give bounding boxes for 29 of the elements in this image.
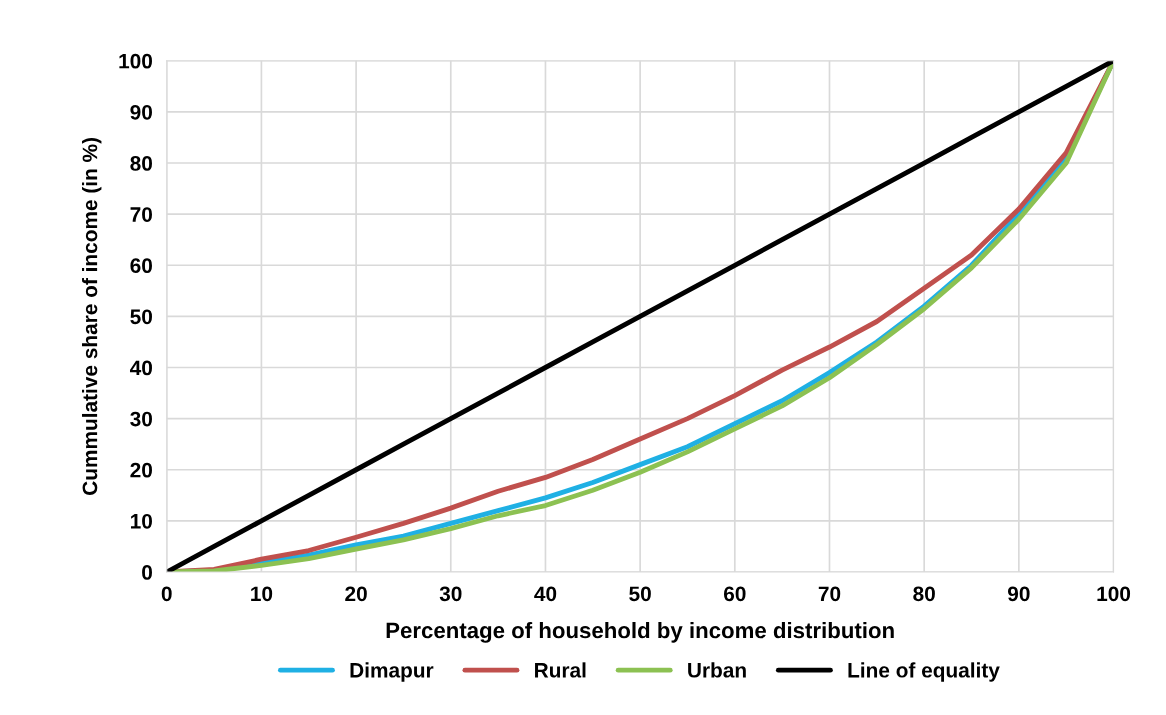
legend-label: Urban [688,662,746,678]
y-tick-label: 70 [130,207,152,222]
y-tick-label: 60 [130,258,152,274]
x-tick-label: 90 [1007,586,1030,602]
x-tick-label: 0 [161,586,172,602]
y-tick-label: 90 [130,104,152,120]
y-tick-label: 100 [119,53,152,69]
y-tick-label: 50 [130,309,152,325]
x-tick-label: 40 [534,586,557,602]
x-tick-label: 100 [1097,586,1131,602]
y-tick-label: 10 [130,513,152,529]
x-tick-label: 10 [251,586,273,602]
x-tick-label: 30 [439,586,462,602]
y-tick-label: 40 [129,360,152,376]
x-tick-label: 70 [818,586,841,602]
x-tick-label: 20 [345,586,367,602]
x-axis-title: Percentage of household by income distribution [386,621,894,643]
y-axis-title: Cummulative share of income (in %) [82,137,102,495]
x-tick-label: 50 [629,586,651,602]
y-tick-label: 30 [130,411,152,427]
legend-label: Line of equality [848,662,1000,682]
legend-label: Dimapur [350,662,434,682]
y-tick-label: 20 [130,462,152,478]
x-tick-label: 60 [723,586,746,602]
legend-label: Rural [535,662,586,678]
x-tick-label: 80 [913,586,935,602]
y-tick-label: 0 [142,565,152,580]
y-tick-label: 80 [130,156,152,171]
line-series [166,60,1114,572]
